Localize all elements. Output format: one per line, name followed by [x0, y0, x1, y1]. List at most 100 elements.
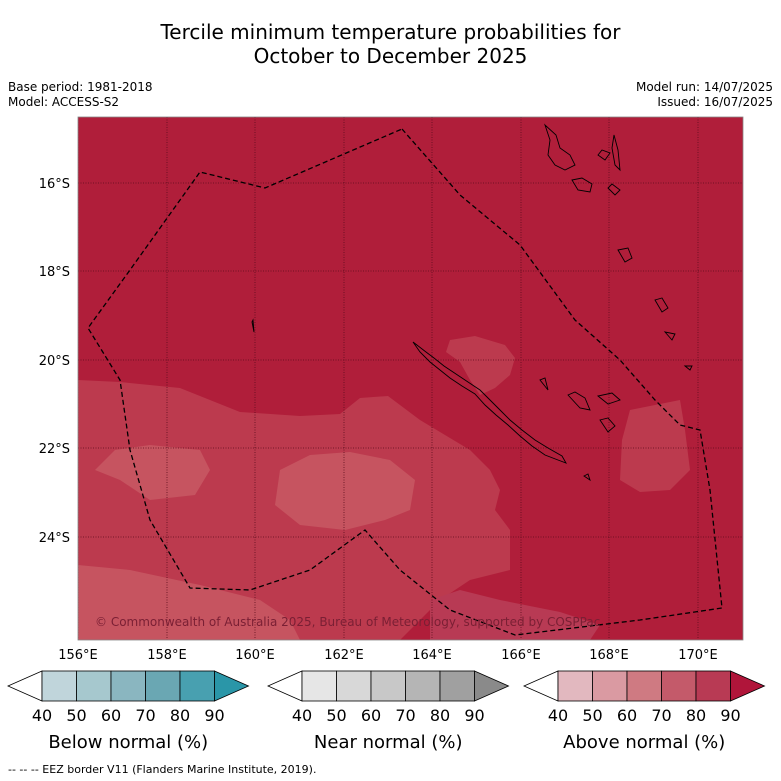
colorbar-min-arrow [523, 670, 559, 702]
colorbar-tick-label: 70 [651, 706, 671, 725]
eez-footnote: -- -- -- EEZ border V11 (Flanders Marine… [8, 763, 317, 776]
colorbar-tick-label: 80 [686, 706, 706, 725]
espiritu-santo-coastline [544, 123, 576, 171]
colorbar-segment [661, 670, 697, 702]
colorbar-1: 40 50 60 70 80 90 Below normal (%) [7, 670, 250, 753]
colorbar-segment [41, 670, 77, 702]
lon-label: 166°E [501, 648, 541, 663]
colorbar-label: Above normal (%) [563, 732, 725, 753]
colorbar-segment [336, 670, 372, 702]
new-caledonia-coastline [412, 341, 568, 464]
colorbar-segment [626, 670, 662, 702]
efate-coastline [617, 247, 633, 263]
colorbar-segment [145, 670, 181, 702]
island-outline [583, 473, 591, 482]
colorbar-segment [405, 670, 441, 702]
coastlines [251, 123, 693, 482]
graticule [78, 117, 743, 640]
map-title: Tercile minimum temperature probabilitie… [0, 20, 781, 68]
title-line-1: Tercile minimum temperature probabilitie… [160, 20, 621, 44]
colorbar-tick-label: 50 [326, 706, 346, 725]
colorbar-tick-label: 90 [464, 706, 484, 725]
lifou-coastline [567, 391, 591, 411]
colorbar-label: Below normal (%) [48, 732, 208, 753]
aneityum-coastline [683, 365, 693, 371]
colorbar-tick-label: 90 [204, 706, 224, 725]
colorbar-tick-label: 60 [617, 706, 637, 725]
colorbar-label: Near normal (%) [314, 732, 463, 753]
colorbar-tick-label: 40 [292, 706, 312, 725]
colorbar-tick-label: 40 [548, 706, 568, 725]
eez-border [87, 128, 723, 636]
colorbar-segment [179, 670, 215, 702]
map-frame [77, 116, 744, 641]
lon-label: 170°E [678, 648, 718, 663]
colorbar-segment [76, 670, 112, 702]
colorbar-segment [592, 670, 628, 702]
malakula-coastline [571, 177, 593, 193]
colorbar-tick-label: 90 [720, 706, 740, 725]
base-period: Base period: 1981-2018 [8, 80, 153, 94]
lightest-region-west [95, 445, 210, 500]
medium-region-south-east [430, 590, 600, 640]
colorbar-segment [370, 670, 406, 702]
colorbar-group: 40 50 60 70 80 90 Below normal (%) 40 50 60 70 80 90… [7, 670, 766, 753]
colorbar-3: 40 50 60 70 80 90 Above normal (%) [523, 670, 766, 753]
colorbar-min-arrow [7, 670, 43, 702]
lighter-region-north-central [446, 336, 515, 395]
lon-label: 156°E [58, 648, 98, 663]
colorbar-tick-label: 80 [170, 706, 190, 725]
island-outline [611, 134, 621, 172]
model-run: Model run: 14/07/2025 [635, 80, 773, 94]
lon-label: 164°E [412, 648, 452, 663]
colorbar-max-arrow [474, 670, 510, 702]
title-line-2: October to December 2025 [253, 44, 528, 68]
erromango-coastline [654, 297, 669, 313]
colorbar-min-arrow [267, 670, 303, 702]
latitude-labels: 16°S 18°S 20°S 22°S 24°S [39, 177, 70, 546]
colorbar-segment [110, 670, 146, 702]
issued-date: Issued: 16/07/2025 [657, 95, 773, 109]
colorbar-tick-label: 60 [361, 706, 381, 725]
colorbar-tick-label: 60 [101, 706, 121, 725]
meta-right: Model run: 14/07/2025 Issued: 16/07/2025 [636, 80, 773, 110]
colorbar-tick-label: 40 [32, 706, 52, 725]
colorbar-tick-label: 70 [395, 706, 415, 725]
lat-label: 16°S [39, 177, 70, 192]
colorbar-segment [557, 670, 593, 702]
colorbar-segment [439, 670, 475, 702]
colorbar-tick-label: 50 [582, 706, 602, 725]
lat-label: 22°S [39, 442, 70, 457]
colorbar-segment [301, 670, 337, 702]
colorbar-max-arrow [730, 670, 766, 702]
lon-label: 162°E [324, 648, 364, 663]
lat-label: 20°S [39, 354, 70, 369]
colorbar-tick-label: 70 [135, 706, 155, 725]
lon-label: 158°E [147, 648, 187, 663]
model-name: Model: ACCESS-S2 [8, 95, 120, 109]
colorbar-tick-label: 80 [430, 706, 450, 725]
lat-label: 24°S [39, 531, 70, 546]
tanna-coastline [663, 331, 676, 341]
colorbar-segment [695, 670, 731, 702]
lightest-region-central [275, 452, 415, 530]
lightest-region-south [78, 565, 300, 640]
colorbar-tick-label: 50 [66, 706, 86, 725]
copyright-text: © Commonwealth of Australia 2025, Bureau… [95, 615, 600, 629]
colorbar-max-arrow [214, 670, 250, 702]
mare-coastline [596, 392, 621, 405]
longitude-labels: 156°E 158°E 160°E 162°E 164°E 166°E 168°… [58, 648, 718, 663]
lighter-region-east [620, 400, 690, 492]
chesterfield-coastline [251, 318, 255, 333]
meta-left: Base period: 1981-2018 Model: ACCESS-S2 [8, 80, 153, 110]
lat-label: 18°S [39, 265, 70, 280]
probability-map [78, 117, 743, 640]
island-outline [599, 417, 616, 433]
island-outline [597, 149, 611, 161]
lon-label: 160°E [235, 648, 275, 663]
ouvea-coastline [539, 377, 549, 391]
lon-label: 168°E [589, 648, 629, 663]
island-outline [607, 183, 621, 196]
